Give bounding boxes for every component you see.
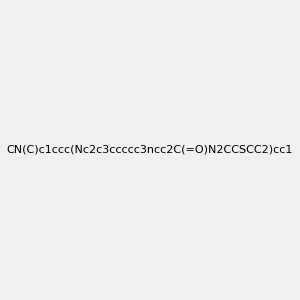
Text: CN(C)c1ccc(Nc2c3ccccc3ncc2C(=O)N2CCSCC2)cc1: CN(C)c1ccc(Nc2c3ccccc3ncc2C(=O)N2CCSCC2)… xyxy=(7,145,293,155)
